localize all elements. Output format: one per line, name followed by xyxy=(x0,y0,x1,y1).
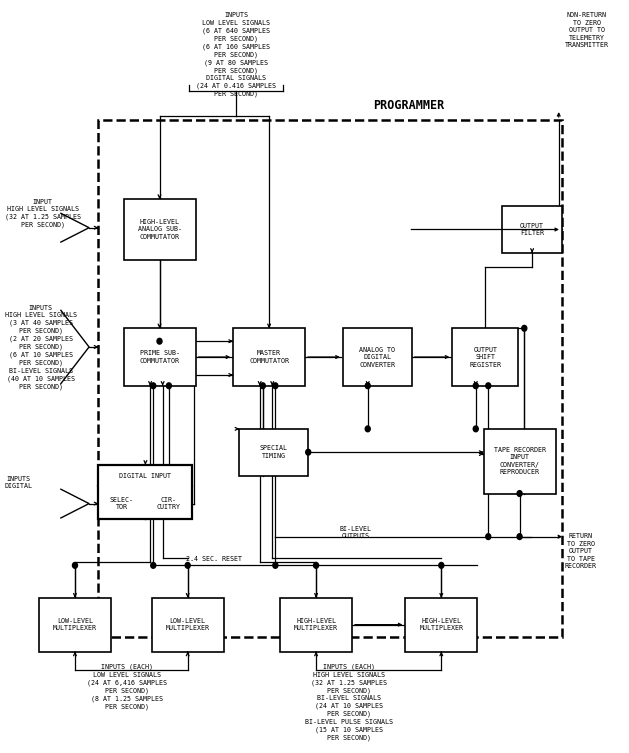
Text: HIGH-LEVEL
MULTIPLEXER: HIGH-LEVEL MULTIPLEXER xyxy=(294,618,338,632)
Bar xyxy=(484,429,555,493)
Text: INPUTS (EACH)
LOW LEVEL SIGNALS
(24 AT 6,416 SAMPLES
PER SECOND)
(8 AT 1.25 SAMP: INPUTS (EACH) LOW LEVEL SIGNALS (24 AT 6… xyxy=(87,664,167,710)
Bar xyxy=(343,328,411,386)
Text: OUTPUT
FILTER: OUTPUT FILTER xyxy=(520,223,544,236)
Text: INPUTS
DIGITAL: INPUTS DIGITAL xyxy=(4,476,33,489)
Bar xyxy=(99,120,562,637)
Text: INPUTS (EACH)
HIGH LEVEL SIGNALS
(32 AT 1.25 SAMPLES
PER SECOND)
BI-LEVEL SIGNAL: INPUTS (EACH) HIGH LEVEL SIGNALS (32 AT … xyxy=(305,664,393,741)
Text: RETURN
TO ZERO
OUTPUT
TO TAPE
RECORDER: RETURN TO ZERO OUTPUT TO TAPE RECORDER xyxy=(565,533,597,569)
Text: LOW-LEVEL
MULTIPLEXER: LOW-LEVEL MULTIPLEXER xyxy=(53,618,97,632)
Bar xyxy=(39,598,111,651)
Bar xyxy=(123,199,196,260)
Bar xyxy=(503,206,562,253)
Text: NON-RETURN
TO ZERO
OUTPUT TO
TELEMETRY
TRANSMITTER: NON-RETURN TO ZERO OUTPUT TO TELEMETRY T… xyxy=(565,12,609,48)
Text: PROGRAMMER: PROGRAMMER xyxy=(373,99,444,112)
Circle shape xyxy=(365,383,370,389)
Circle shape xyxy=(151,383,156,389)
Text: DIGITAL INPUT: DIGITAL INPUT xyxy=(120,473,172,479)
Circle shape xyxy=(365,426,370,431)
Text: HIGH-LEVEL
ANALOG SUB-
COMMUTATOR: HIGH-LEVEL ANALOG SUB- COMMUTATOR xyxy=(138,219,182,240)
Circle shape xyxy=(522,325,527,331)
Circle shape xyxy=(517,491,522,496)
Text: 2.4 SEC. RESET: 2.4 SEC. RESET xyxy=(186,556,242,562)
Bar xyxy=(152,598,224,651)
Text: SPECIAL
TIMING: SPECIAL TIMING xyxy=(260,446,288,459)
Text: TAPE RECORDER
INPUT
CONVERTER/
REPRODUCER: TAPE RECORDER INPUT CONVERTER/ REPRODUCE… xyxy=(494,447,545,475)
Circle shape xyxy=(167,383,172,389)
Bar xyxy=(99,465,192,519)
Circle shape xyxy=(72,562,77,569)
Text: HIGH-LEVEL
MULTIPLEXER: HIGH-LEVEL MULTIPLEXER xyxy=(420,618,464,632)
Bar xyxy=(452,328,518,386)
Bar xyxy=(405,598,477,651)
Text: PRIME SUB-
COMMUTATOR: PRIME SUB- COMMUTATOR xyxy=(140,350,179,364)
Text: SELEC-
TOR: SELEC- TOR xyxy=(110,497,134,511)
Circle shape xyxy=(486,534,491,539)
Circle shape xyxy=(486,383,491,389)
Circle shape xyxy=(185,562,190,569)
Circle shape xyxy=(306,450,311,455)
Text: CIR-
CUITRY: CIR- CUITRY xyxy=(157,497,181,511)
Circle shape xyxy=(273,383,278,389)
Circle shape xyxy=(157,338,162,344)
Bar xyxy=(233,328,305,386)
Circle shape xyxy=(151,562,156,569)
Text: LOW-LEVEL
MULTIPLEXER: LOW-LEVEL MULTIPLEXER xyxy=(165,618,209,632)
Circle shape xyxy=(260,383,265,389)
Circle shape xyxy=(273,562,278,569)
Text: INPUTS
LOW LEVEL SIGNALS
(6 AT 640 SAMPLES
PER SECOND)
(6 AT 160 SAMPLES
PER SEC: INPUTS LOW LEVEL SIGNALS (6 AT 640 SAMPL… xyxy=(196,12,276,97)
Text: INPUTS
HIGH LEVEL SIGNALS
(3 AT 40 SAMPLES
PER SECOND)
(2 AT 20 SAMPLES
PER SECO: INPUTS HIGH LEVEL SIGNALS (3 AT 40 SAMPL… xyxy=(4,304,77,389)
Bar xyxy=(280,598,352,651)
Text: ANALOG TO
DIGITAL
CONVERTER: ANALOG TO DIGITAL CONVERTER xyxy=(359,346,395,367)
Bar xyxy=(123,328,196,386)
Text: OUTPUT
SHIFT
REGISTER: OUTPUT SHIFT REGISTER xyxy=(469,346,501,367)
Text: BI-LEVEL
OUTPUTS: BI-LEVEL OUTPUTS xyxy=(340,526,372,539)
Circle shape xyxy=(517,534,522,539)
Bar xyxy=(240,429,308,476)
Circle shape xyxy=(473,383,478,389)
Circle shape xyxy=(439,562,444,569)
Text: INPUT
HIGH LEVEL SIGNALS
(32 AT 1.25 SAMPLES
PER SECOND): INPUT HIGH LEVEL SIGNALS (32 AT 1.25 SAM… xyxy=(4,199,81,228)
Circle shape xyxy=(473,426,478,431)
Circle shape xyxy=(314,562,318,569)
Text: MASTER
COMMUTATOR: MASTER COMMUTATOR xyxy=(249,350,289,364)
